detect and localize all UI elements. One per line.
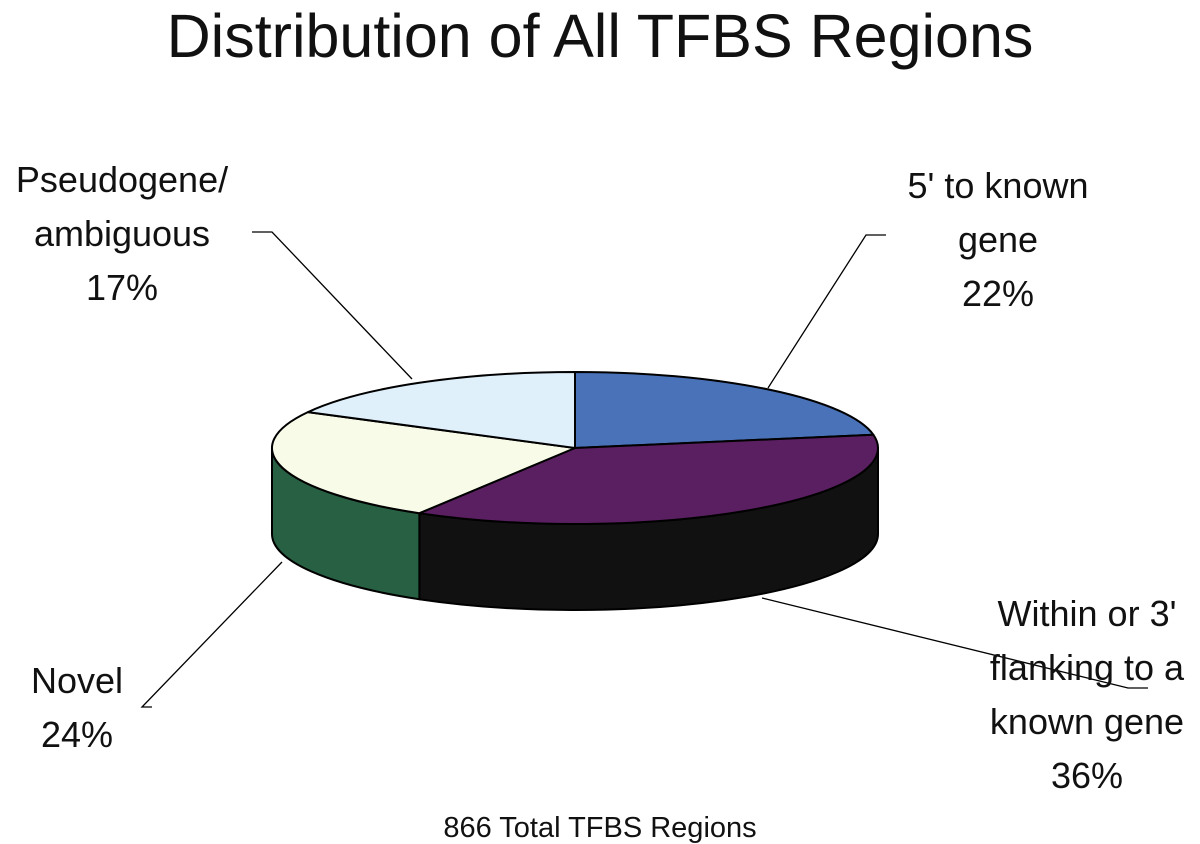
- slice-label-novel: Novel: [31, 660, 123, 701]
- slice-pseudogene-ambiguous: [306, 371, 576, 449]
- slice-percent-pseudogene-ambiguous: 17%: [86, 267, 158, 308]
- slice-novel: [271, 411, 576, 515]
- leader-line-5-to-known-gene: [767, 234, 886, 389]
- slice-label-5-to-known-gene: gene: [958, 219, 1038, 260]
- slice-label-pseudogene-ambiguous: ambiguous: [34, 213, 210, 254]
- slice-label-within-or-3-flanking-to-a-known-gene: known gene: [990, 701, 1184, 742]
- leader-lines: [140, 231, 1148, 708]
- slice-label-pseudogene-ambiguous: Pseudogene/: [16, 159, 228, 200]
- chart-title: Distribution of All TFBS Regions: [167, 2, 1034, 70]
- slice-within-or-3-flanking-to-a-known-gene: [418, 433, 879, 525]
- slice-percent-within-or-3-flanking-to-a-known-gene: 36%: [1051, 755, 1123, 796]
- leader-line-within-or-3-flanking-to-a-known-gene: [761, 597, 1148, 689]
- pie-tops: [271, 371, 879, 525]
- leader-line-pseudogene-ambiguous: [252, 231, 413, 380]
- slice-percent-novel: 24%: [41, 714, 113, 755]
- slice-labels: 5' to known gene 22% Within or 3' flanking t…: [16, 159, 1185, 796]
- slice-label-5-to-known-gene: 5' to known: [908, 165, 1089, 206]
- slice-5-to-known-gene: [574, 371, 875, 449]
- leader-line-novel: [140, 561, 283, 708]
- slice-label-within-or-3-flanking-to-a-known-gene: Within or 3': [998, 593, 1177, 634]
- slice-percent-5-to-known-gene: 22%: [962, 273, 1034, 314]
- slice-label-within-or-3-flanking-to-a-known-gene: flanking to a: [990, 647, 1185, 688]
- chart-caption: 866 Total TFBS Regions: [443, 812, 756, 844]
